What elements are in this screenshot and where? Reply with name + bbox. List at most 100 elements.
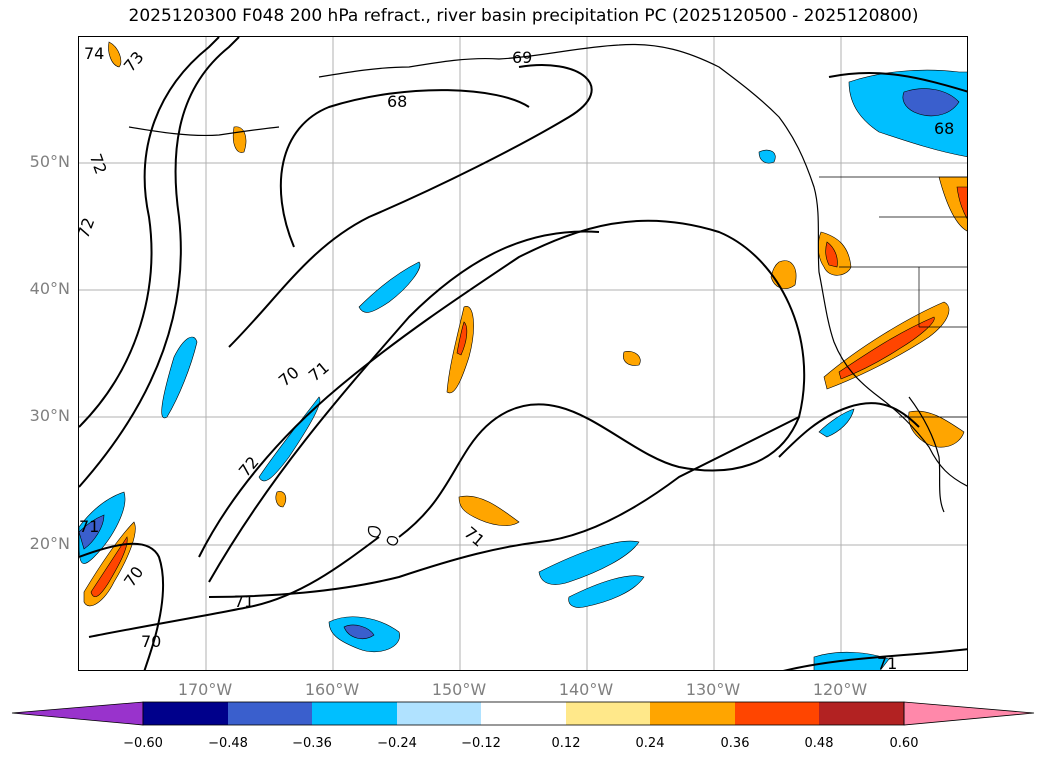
lon-label-170w: 170°W bbox=[177, 680, 233, 699]
colorbar-outline bbox=[142, 701, 905, 726]
colorbar-tick: 0.12 bbox=[551, 736, 581, 751]
patch-cal-north-core bbox=[825, 241, 838, 268]
colorbar-tick: 0.60 bbox=[889, 736, 919, 751]
contour-71-sw bbox=[88, 536, 380, 638]
lat-label-30n: 30°N bbox=[29, 406, 70, 425]
lat-label-20n: 20°N bbox=[29, 534, 70, 553]
lat-label-50n: 50°N bbox=[29, 152, 70, 171]
island-hawaii-1 bbox=[367, 526, 381, 538]
colorbar-segment bbox=[566, 702, 650, 725]
colorbar-segment bbox=[481, 702, 566, 725]
contour-label: 68 bbox=[934, 119, 954, 138]
colorbar-tick: −0.36 bbox=[292, 736, 332, 751]
contour-label: 68 bbox=[387, 92, 407, 111]
colorbar-tick: 0.48 bbox=[804, 736, 834, 751]
lon-label-160w: 160°W bbox=[304, 680, 360, 699]
patch-dateline-core bbox=[79, 514, 105, 550]
colorbar-tick: 0.24 bbox=[635, 736, 665, 751]
patch-baja bbox=[908, 410, 965, 448]
contour-label: 70 bbox=[120, 563, 147, 591]
graticule bbox=[79, 37, 967, 670]
colorbar-tick: −0.12 bbox=[461, 736, 501, 751]
coastline-aleutians bbox=[128, 126, 280, 137]
colorbar-tick: 0.36 bbox=[720, 736, 750, 751]
patch-nw-interior-core bbox=[956, 186, 967, 220]
lon-label-140w: 140°W bbox=[558, 680, 614, 699]
contour-b bbox=[79, 37, 240, 488]
lon-label-120w: 120°W bbox=[812, 680, 868, 699]
colorbar-segment bbox=[228, 702, 312, 725]
contour-label: 71 bbox=[877, 654, 897, 671]
contour-label: 70 bbox=[141, 632, 161, 651]
colorbar-tick: −0.48 bbox=[208, 736, 248, 751]
contour-68-ne bbox=[828, 72, 967, 93]
contour-label: 72 bbox=[235, 453, 263, 481]
contour-68 bbox=[279, 89, 530, 248]
contour-a bbox=[79, 37, 220, 428]
patch-east-1 bbox=[818, 408, 855, 438]
contour-label: 70 bbox=[275, 363, 303, 391]
colorbar-tick: −0.60 bbox=[123, 736, 163, 751]
patch-aleutian bbox=[232, 126, 247, 153]
contour-70-sw bbox=[79, 542, 165, 670]
positive-anomaly-patches bbox=[83, 41, 967, 607]
patch-mid-pacific-1-core bbox=[456, 321, 468, 356]
contour-label-group: 74 73 72 72 69 68 68 70 71 72 71 70 71 7… bbox=[79, 44, 954, 671]
negative-anomaly-patches bbox=[79, 69, 967, 670]
patch-bering bbox=[108, 41, 122, 68]
patch-south-2 bbox=[538, 540, 640, 585]
colorbar-segment bbox=[397, 702, 481, 725]
patch-hawaii-north bbox=[458, 495, 520, 526]
patch-canada-core bbox=[902, 88, 960, 117]
contour-71-south bbox=[208, 416, 800, 598]
lon-label-150w: 150°W bbox=[431, 680, 487, 699]
colorbar-segment bbox=[312, 702, 397, 725]
patch-band-mid bbox=[358, 261, 421, 313]
refractivity-contours bbox=[79, 37, 967, 670]
lat-label-40n: 40°N bbox=[29, 279, 70, 298]
coastline-baja bbox=[908, 396, 945, 513]
contour-label: 71 bbox=[79, 517, 99, 536]
patch-canada bbox=[848, 69, 967, 157]
patch-cal-south-core bbox=[838, 316, 935, 380]
contour-71-main bbox=[198, 219, 806, 558]
contour-70 bbox=[208, 230, 600, 583]
contour-label: 71 bbox=[305, 358, 333, 386]
patch-dateline-south-core bbox=[90, 536, 128, 597]
map-title: 2025120300 F048 200 hPa refract., river … bbox=[128, 6, 919, 26]
contour-label: 71 bbox=[461, 523, 489, 551]
contour-label: 73 bbox=[120, 48, 148, 76]
contour-71-se bbox=[783, 648, 967, 670]
colorbar-segment bbox=[143, 702, 228, 725]
lon-label-130w: 130°W bbox=[685, 680, 741, 699]
coastlines bbox=[128, 43, 967, 546]
contour-label: 72 bbox=[79, 215, 98, 241]
colorbar-tick: −0.24 bbox=[377, 736, 417, 751]
map-canvas: 74 73 72 72 69 68 68 70 71 72 71 70 71 7… bbox=[79, 37, 967, 671]
contour-label: 69 bbox=[512, 48, 532, 67]
patch-south-3 bbox=[568, 575, 645, 608]
patch-band-west bbox=[258, 396, 321, 482]
island-hawaii-2 bbox=[386, 536, 399, 546]
colorbar-segment bbox=[735, 702, 819, 725]
patch-offshore-1 bbox=[770, 260, 797, 289]
coastline-north-america bbox=[318, 43, 967, 487]
political-boundaries bbox=[819, 176, 967, 418]
patch-south-1-core bbox=[343, 624, 375, 640]
patch-center-1 bbox=[623, 351, 641, 366]
map-panel: 74 73 72 72 69 68 68 70 71 72 71 70 71 7… bbox=[78, 36, 968, 671]
colorbar-extend-low bbox=[11, 701, 144, 726]
colorbar bbox=[11, 701, 1035, 726]
contour-label: 71 bbox=[234, 592, 254, 611]
patch-west-band bbox=[161, 336, 198, 419]
patch-south-east bbox=[813, 651, 890, 670]
colorbar-segment bbox=[819, 702, 904, 725]
patch-dateline bbox=[79, 491, 126, 564]
colorbar-extend-high bbox=[903, 701, 1035, 726]
patch-coast-1 bbox=[758, 149, 776, 164]
contour-label: 72 bbox=[86, 151, 111, 177]
contour-69 bbox=[228, 64, 593, 348]
contour-label: 74 bbox=[84, 44, 104, 63]
patch-west-1 bbox=[275, 491, 287, 508]
colorbar-segment bbox=[650, 702, 735, 725]
